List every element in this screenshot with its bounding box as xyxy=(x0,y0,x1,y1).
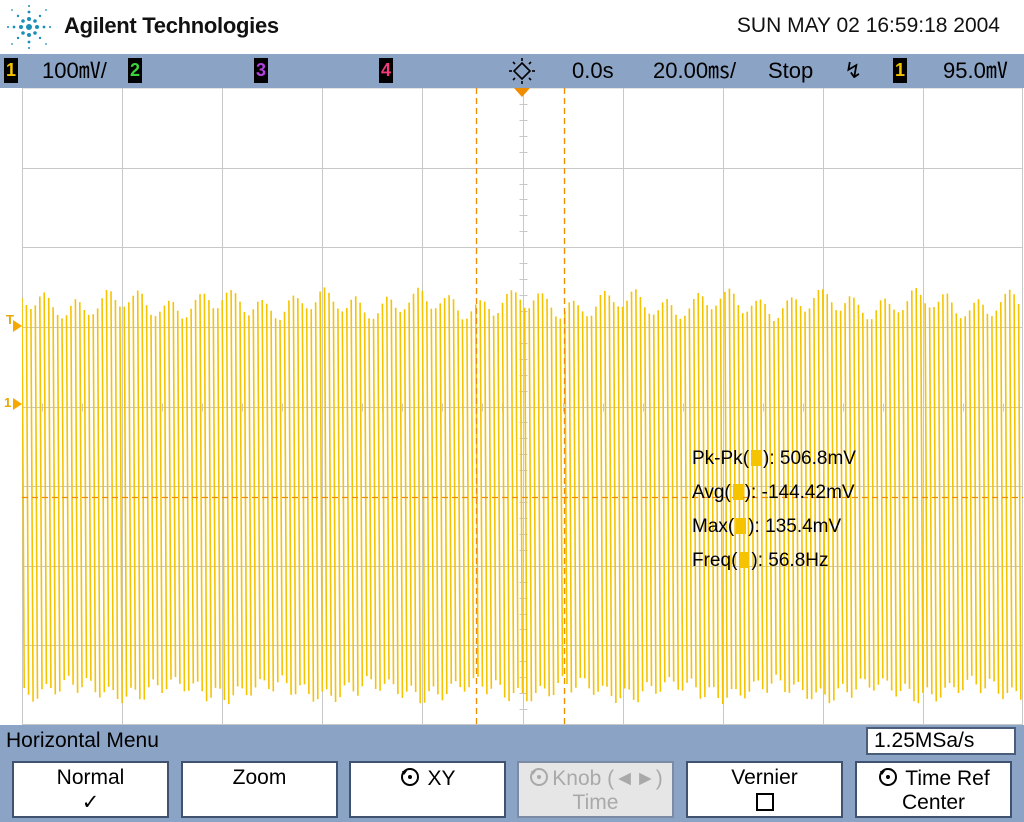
ground-arrow-icon xyxy=(13,398,22,410)
softkey-knob-time[interactable]: Knob (◄►) Time xyxy=(517,761,674,818)
softkey-xy[interactable]: XY xyxy=(349,761,506,818)
softkey-time-ref-label: Time Ref xyxy=(905,767,990,790)
softkey-xy-line: XY xyxy=(351,766,504,791)
softkey-zoom-label: Zoom xyxy=(232,766,287,789)
channel-1-color-chip xyxy=(736,518,747,534)
graticule xyxy=(22,88,1023,725)
brand-name: Agilent Technologies xyxy=(64,13,279,38)
cursor-lines[interactable] xyxy=(22,88,1023,725)
measurement-pk-pk: Pk-Pk(): 506.8mV xyxy=(692,448,856,469)
date-time: SUN MAY 02 16:59:18 2004 xyxy=(736,14,1000,37)
channel-1-badge[interactable]: 1 xyxy=(4,58,18,83)
trigger-sun-icon xyxy=(509,58,535,84)
trigger-level-readout[interactable]: 95.0㎷ xyxy=(943,58,1008,83)
measurement-name: Avg xyxy=(692,482,725,503)
timebase-readout[interactable]: 20.00㎳/ xyxy=(653,58,737,83)
header: Agilent Technologies SUN MAY 02 16:59:18… xyxy=(0,0,1024,54)
delay-readout[interactable]: 0.0s xyxy=(572,58,614,83)
trigger-level-marker: T xyxy=(6,312,14,327)
measurement-avg: Avg(): -144.42mV xyxy=(692,482,855,503)
measurement-value: 135.4mV xyxy=(765,516,842,537)
softkey-normal[interactable]: Normal ✓ xyxy=(12,761,169,818)
waveform-display[interactable] xyxy=(22,88,1023,725)
channel-1-waveform xyxy=(22,287,1022,705)
trigger-level-arrow-icon xyxy=(13,320,22,332)
measurement-panel: Pk-Pk(): 506.8mV Avg(): -144.42mV Max(): 1… xyxy=(692,442,856,578)
softkey-zoom[interactable]: Zoom xyxy=(181,761,338,818)
channel-1-ground-marker: 1 xyxy=(4,395,11,410)
softkey-normal-check: ✓ xyxy=(81,791,100,814)
measurement-max: Max(): 135.4mV xyxy=(692,516,842,537)
waveform-trace xyxy=(22,287,1022,705)
softkey-time-ref-line: Time Ref xyxy=(857,766,1010,791)
measurement-name: Pk-Pk xyxy=(692,448,743,469)
menu-title: Horizontal Menu xyxy=(6,729,159,752)
sample-rate-readout: 1.25MSa/s xyxy=(866,727,1016,755)
channel-1-color-chip xyxy=(732,484,743,500)
softkey-knob-line: Knob (◄►) xyxy=(519,766,672,791)
rotate-knob-icon xyxy=(401,768,420,786)
measurement-value: 506.8mV xyxy=(779,448,856,469)
channel-4-badge[interactable]: 4 xyxy=(379,58,393,83)
softkey-time-ref[interactable]: Time Ref Center xyxy=(855,761,1012,818)
trigger-position-icon xyxy=(514,88,530,97)
softkey-xy-label: XY xyxy=(427,767,456,790)
channel-1-color-chip xyxy=(739,552,750,568)
agilent-spark-logo-icon xyxy=(7,5,51,49)
measurement-name: Max xyxy=(692,516,728,537)
measurement-name: Freq xyxy=(692,550,732,571)
measurement-value: -144.42mV xyxy=(761,482,855,503)
status-bar: 1 100㎷/ 2 3 4 0.0s 20.00㎳/ Stop ↯ 1 95.0… xyxy=(0,54,1024,88)
trigger-slope-icon: ↯ xyxy=(844,58,863,83)
softkey-vernier-box-wrap xyxy=(688,791,841,815)
channel-1-color-chip xyxy=(751,450,762,466)
rotate-knob-icon xyxy=(530,768,549,786)
channel-1-ground-label: 1 xyxy=(4,395,12,410)
vernier-checkbox[interactable] xyxy=(755,793,774,811)
softkey-menu-bar: Horizontal Menu xyxy=(0,725,1024,822)
run-state[interactable]: Stop xyxy=(768,58,814,83)
softkey-normal-label: Normal xyxy=(56,766,125,789)
measurement-freq: Freq(): 56.8Hz xyxy=(692,550,829,571)
trigger-source-badge[interactable]: 1 xyxy=(893,58,907,83)
softkey-vernier[interactable]: Vernier xyxy=(686,761,843,818)
trigger-level-marker-label: T xyxy=(6,312,14,327)
channel-1-scale[interactable]: 100㎷/ xyxy=(42,58,107,83)
softkey-time-ref-sub: Center xyxy=(901,791,966,814)
channel-3-badge[interactable]: 3 xyxy=(254,58,268,83)
softkey-knob-label: Knob (◄►) xyxy=(552,767,663,790)
channel-2-badge[interactable]: 2 xyxy=(128,58,142,83)
softkey-vernier-label: Vernier xyxy=(731,766,798,789)
measurement-value: 56.8Hz xyxy=(768,550,829,571)
rotate-knob-icon xyxy=(879,768,898,786)
softkey-knob-sub: Time xyxy=(572,791,619,814)
